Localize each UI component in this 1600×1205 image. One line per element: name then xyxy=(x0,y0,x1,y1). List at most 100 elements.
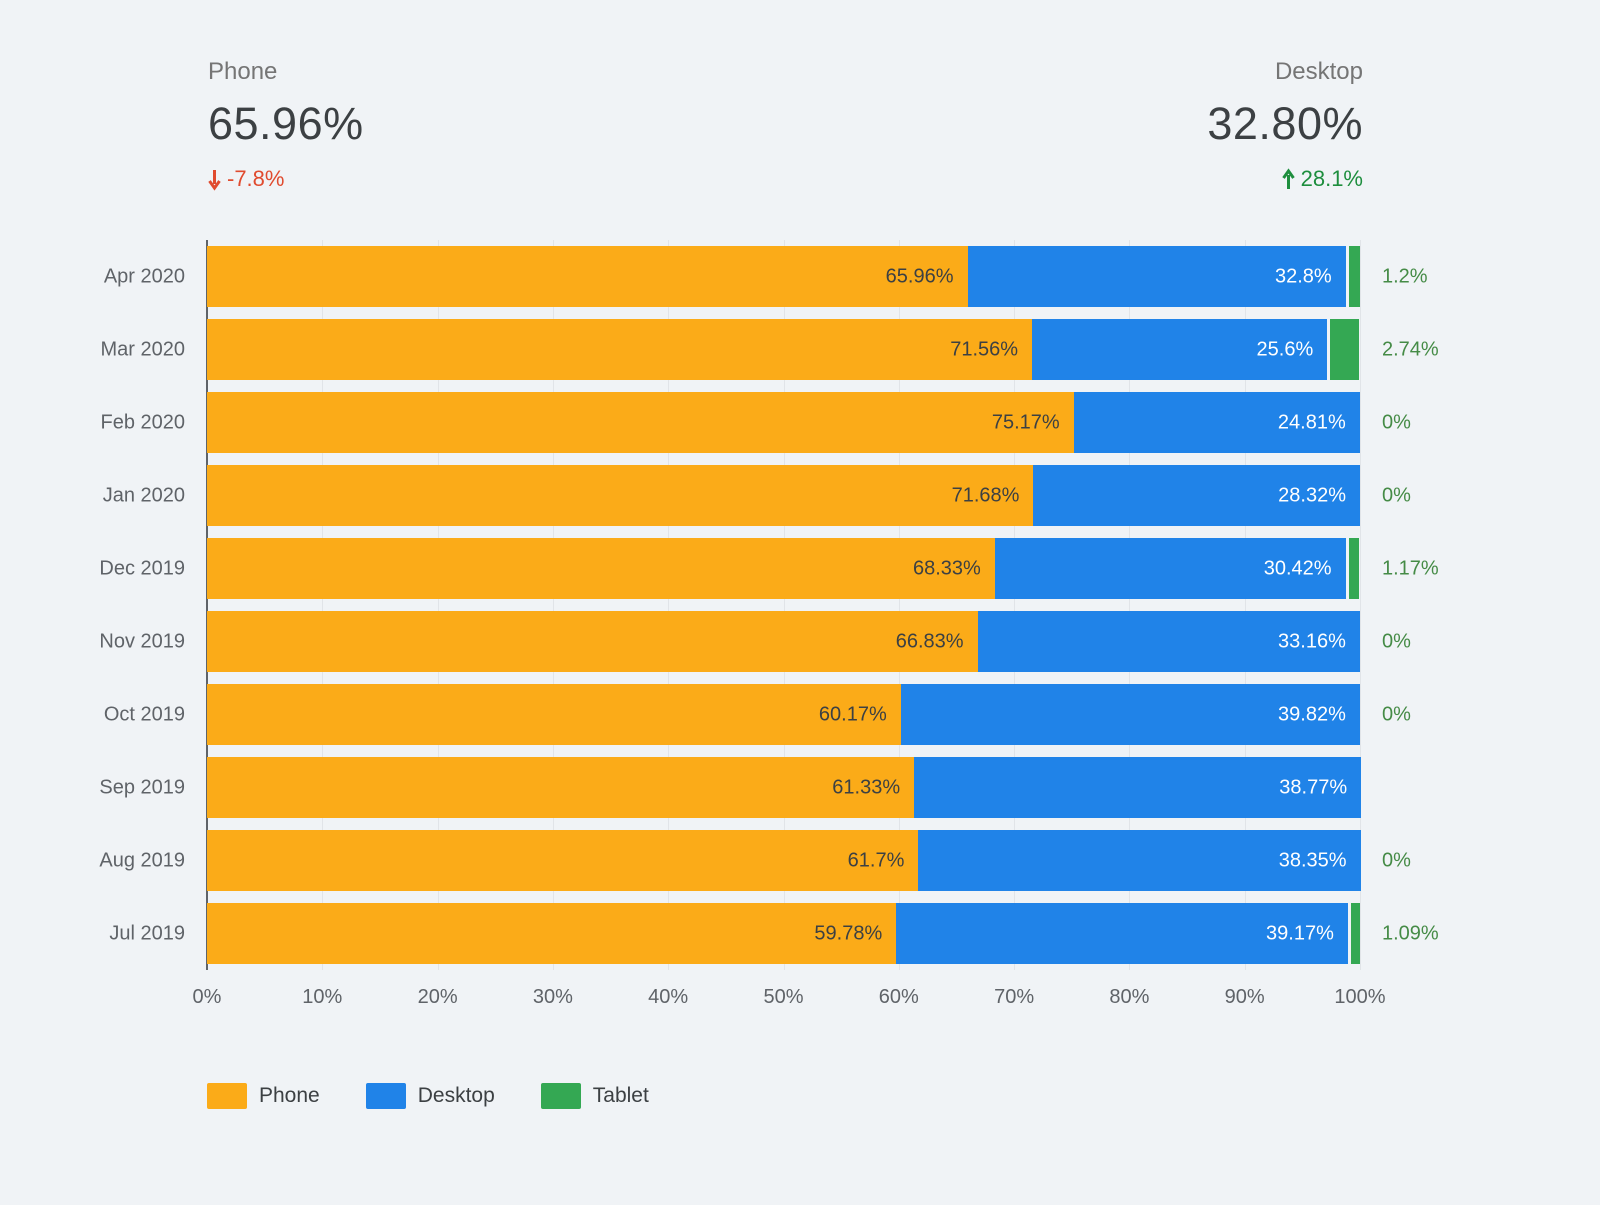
desktop-stat-value: 32.80% xyxy=(1207,98,1363,149)
desktop-stat-card: Desktop 32.80% 28.1% xyxy=(1207,58,1363,192)
gridline xyxy=(783,240,785,970)
bar-value-label: 38.35% xyxy=(1278,849,1347,871)
bar-segment-desktop[interactable]: 30.42% xyxy=(994,538,1346,599)
bar-row: Feb 2020 75.17% 24.81% 0% xyxy=(0,386,1600,459)
bar-segment-phone[interactable]: 65.96% xyxy=(207,246,968,307)
legend-label: Tablet xyxy=(592,1084,649,1107)
bar-segment-tablet[interactable] xyxy=(1347,903,1361,964)
bar-segment-phone[interactable]: 71.68% xyxy=(207,465,1034,526)
bar-segment-tablet[interactable] xyxy=(1327,319,1359,380)
gridline xyxy=(552,240,554,970)
bar-segment-phone[interactable]: 61.33% xyxy=(207,757,915,818)
gridline xyxy=(322,240,324,970)
legend-swatch xyxy=(207,1083,247,1109)
x-tick-label: 50% xyxy=(763,986,804,1008)
tablet-value-label: 1.2% xyxy=(1382,265,1428,287)
x-tick-label: 100% xyxy=(1334,986,1386,1008)
bar-segment-tablet[interactable] xyxy=(1345,246,1360,307)
bar-segment-desktop[interactable]: 28.32% xyxy=(1033,465,1360,526)
plot-gridlines xyxy=(206,240,1361,970)
bar-segment-desktop[interactable]: 24.81% xyxy=(1073,392,1360,453)
bar-segment-desktop[interactable]: 32.8% xyxy=(967,246,1346,307)
category-label: Aug 2019 xyxy=(99,849,185,871)
stacked-bar: 68.33% 30.42% 1.17% xyxy=(207,538,1439,599)
tablet-value-label: 1.17% xyxy=(1382,557,1439,579)
bar-segment-phone[interactable]: 75.17% xyxy=(207,392,1074,453)
bar-row: Jul 2019 59.78% 39.17% 1.09% xyxy=(0,897,1600,970)
arrow-up-icon xyxy=(1281,167,1295,191)
chart-rows: Apr 2020 65.96% 32.8% 1.2% Mar 2020 71.56% 25.… xyxy=(0,240,1600,970)
bar-segment-phone[interactable]: 71.56% xyxy=(207,319,1033,380)
stacked-bar: 60.17% 39.82% 0% xyxy=(207,684,1411,745)
tablet-value-label: 0% xyxy=(1382,411,1411,433)
bar-value-label: 39.82% xyxy=(1278,703,1346,725)
bar-value-label: 71.56% xyxy=(950,338,1019,360)
legend-item-tablet[interactable]: Tablet xyxy=(540,1083,649,1109)
phone-stat-delta: -7.8% xyxy=(208,166,364,192)
x-tick-label: 10% xyxy=(302,986,343,1008)
stacked-bar: 65.96% 32.8% 1.2% xyxy=(207,246,1428,307)
bar-segment-phone[interactable]: 59.78% xyxy=(207,903,897,964)
stacked-bar: 61.33% 38.77% xyxy=(207,757,1362,818)
chart-legend: Phone Desktop Tablet xyxy=(207,1083,649,1109)
bar-row: Mar 2020 71.56% 25.6% 2.74% xyxy=(0,313,1600,386)
gridline xyxy=(1244,240,1246,970)
desktop-delta-text: 28.1% xyxy=(1300,166,1363,191)
bar-value-label: 33.16% xyxy=(1278,630,1346,652)
x-tick-label: 60% xyxy=(878,986,919,1008)
bar-value-label: 68.33% xyxy=(913,557,981,579)
x-tick-label: 0% xyxy=(192,986,222,1008)
bar-value-label: 60.17% xyxy=(818,703,887,725)
bar-segment-phone[interactable]: 60.17% xyxy=(207,684,901,745)
gridline xyxy=(668,240,670,970)
phone-stat-value: 65.96% xyxy=(208,98,364,149)
bar-value-label: 71.68% xyxy=(951,484,1020,506)
bar-value-label: 39.17% xyxy=(1266,922,1334,944)
bar-segment-desktop[interactable]: 38.77% xyxy=(914,757,1362,818)
phone-stat-label: Phone xyxy=(208,58,278,85)
desktop-stat-label: Desktop xyxy=(1274,58,1363,85)
gridline xyxy=(1360,240,1361,970)
gridline xyxy=(1129,240,1131,970)
bar-value-label: 25.6% xyxy=(1256,338,1314,360)
tablet-value-label: 0% xyxy=(1382,484,1411,506)
bar-value-label: 28.32% xyxy=(1278,484,1346,506)
bar-value-label: 30.42% xyxy=(1263,557,1332,579)
legend-item-phone[interactable]: Phone xyxy=(207,1083,320,1109)
bar-row: Nov 2019 66.83% 33.16% 0% xyxy=(0,605,1600,678)
bar-row: Dec 2019 68.33% 30.42% 1.17% xyxy=(0,532,1600,605)
gridline xyxy=(898,240,900,970)
bar-segment-phone[interactable]: 66.83% xyxy=(207,611,978,672)
stacked-bar: 71.68% 28.32% 0% xyxy=(207,465,1411,526)
bar-value-label: 38.77% xyxy=(1279,776,1348,798)
category-label: Sep 2019 xyxy=(99,776,185,798)
y-axis-line xyxy=(206,240,208,970)
bar-row: Aug 2019 61.7% 38.35% 0% xyxy=(0,824,1600,897)
x-tick-label: 80% xyxy=(1109,986,1150,1008)
stacked-bar: 75.17% 24.81% 0% xyxy=(207,392,1411,453)
bar-value-label: 59.78% xyxy=(814,922,883,944)
bar-segment-phone[interactable]: 61.7% xyxy=(207,830,919,891)
category-label: Oct 2019 xyxy=(103,703,185,725)
gridline xyxy=(1014,240,1016,970)
bar-segment-desktop[interactable]: 39.17% xyxy=(896,903,1348,964)
legend-item-desktop[interactable]: Desktop xyxy=(365,1083,495,1109)
bar-segment-desktop[interactable]: 38.35% xyxy=(918,830,1361,891)
bar-value-label: 32.8% xyxy=(1274,265,1332,287)
bar-segment-desktop[interactable]: 39.82% xyxy=(900,684,1360,745)
gridline xyxy=(437,240,439,970)
bar-segment-desktop[interactable]: 25.6% xyxy=(1032,319,1328,380)
phone-delta-text: -7.8% xyxy=(227,166,285,191)
tablet-value-label: 2.74% xyxy=(1382,338,1439,360)
category-label: Jul 2019 xyxy=(109,922,185,944)
stacked-bar-chart: Apr 2020 65.96% 32.8% 1.2% Mar 2020 71.56% 25.… xyxy=(0,240,1600,1030)
bar-segment-tablet[interactable] xyxy=(1345,538,1360,599)
bar-row: Apr 2020 65.96% 32.8% 1.2% xyxy=(0,240,1600,313)
x-tick-label: 20% xyxy=(417,986,458,1008)
legend-label: Desktop xyxy=(417,1084,495,1107)
tablet-value-label: 1.09% xyxy=(1382,922,1439,944)
bar-segment-phone[interactable]: 68.33% xyxy=(207,538,995,599)
bar-value-label: 65.96% xyxy=(885,265,954,287)
desktop-stat-delta: 28.1% xyxy=(1207,166,1363,192)
bar-segment-desktop[interactable]: 33.16% xyxy=(977,611,1360,672)
